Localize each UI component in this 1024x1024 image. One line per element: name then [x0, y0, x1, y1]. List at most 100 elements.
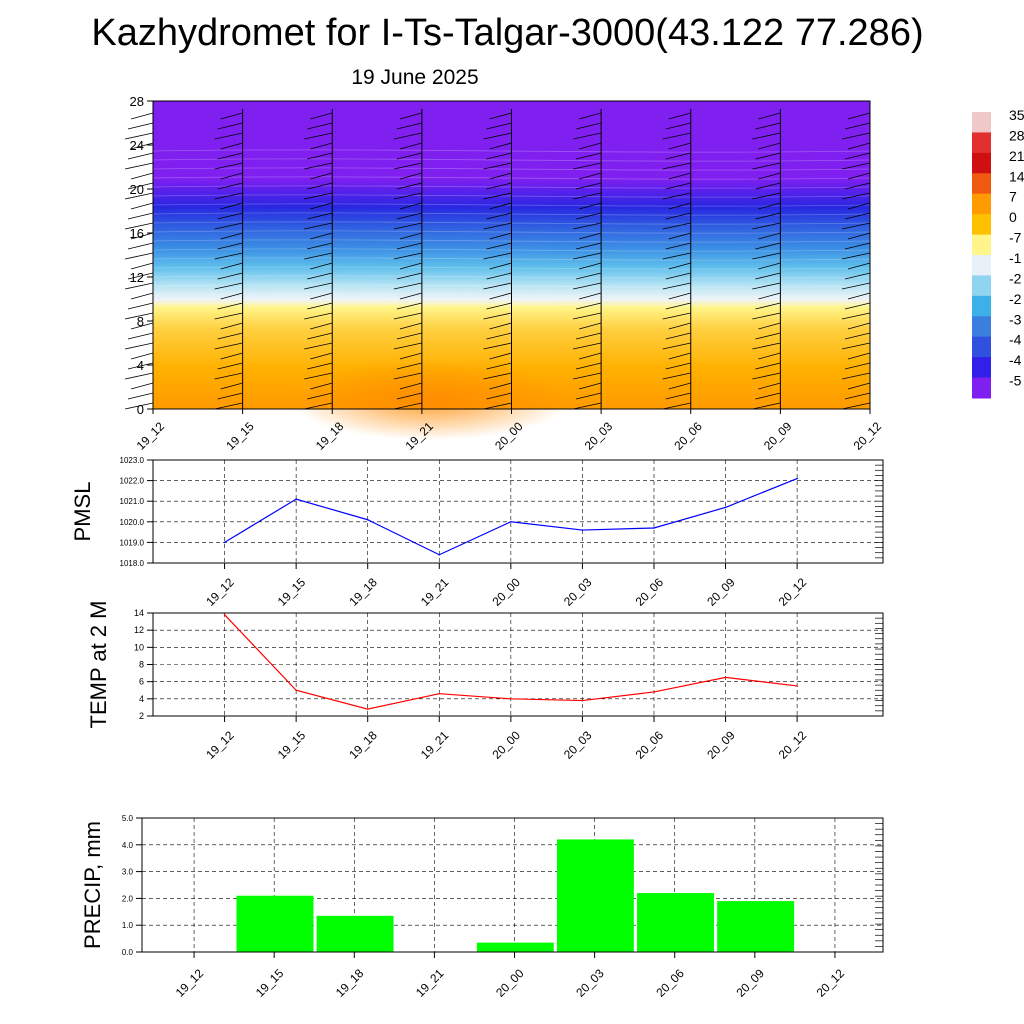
wind-barb [668, 292, 691, 300]
wind-barb [130, 382, 154, 390]
wind-barb [486, 182, 512, 190]
wind-barb [130, 112, 154, 120]
wind-barb [393, 252, 422, 260]
wind-barb [307, 272, 333, 280]
wind-barb [310, 232, 333, 240]
wind-barb [573, 372, 602, 380]
wind-barb [393, 312, 422, 320]
panel-frame [141, 817, 884, 953]
x-tick-label: 19_12 [173, 966, 207, 1000]
wind-barb [483, 132, 512, 140]
wind-barb [489, 112, 512, 120]
colorbar-swatch [972, 234, 991, 256]
wind-barb [217, 362, 243, 370]
colorbar-label: -2 [1009, 291, 1022, 307]
wind-barb [483, 312, 512, 320]
wind-barb [841, 402, 871, 410]
wind-barb [665, 212, 691, 220]
wind-barb [127, 332, 154, 340]
wind-barb [307, 212, 333, 220]
wind-barb [752, 192, 781, 200]
wind-barb [758, 262, 781, 270]
colorbar: 35 28 21 14 7 0 -7 -1 -2 -2 -3 -4 -4 -5 [972, 107, 1024, 399]
wind-barb [399, 382, 422, 390]
wind-barb [393, 162, 422, 170]
wind-barb [304, 192, 333, 200]
wind-barb [579, 112, 602, 120]
wind-barb [393, 402, 422, 410]
wind-barb [755, 392, 781, 400]
wind-barb [576, 302, 602, 310]
y-axis-label: TEMP at 2 M [86, 601, 111, 729]
y-axis-label: PRECIP, mm [80, 821, 105, 949]
x-tick-label: 20_09 [704, 575, 738, 609]
wind-barb [844, 122, 871, 130]
data-point [366, 518, 369, 521]
wind-barb [662, 282, 691, 290]
wind-barb [399, 292, 422, 300]
x-tick-label: 20_00 [489, 575, 523, 609]
x-tick-label: 20_09 [733, 966, 767, 1000]
wind-barb [576, 182, 602, 190]
data-point [295, 689, 297, 692]
y-tick-label: 12 [130, 270, 144, 285]
wind-barb [573, 222, 602, 230]
wind-barb [489, 262, 512, 270]
contour-line [152, 230, 871, 234]
colorbar-label: 21 [1009, 148, 1024, 164]
wind-barb [573, 252, 602, 260]
wind-barb [393, 372, 422, 380]
x-tick-label: 19_21 [413, 966, 447, 1000]
precip-bar [236, 895, 314, 952]
wind-barb [127, 182, 154, 190]
wind-barb [399, 232, 422, 240]
data-point [724, 506, 727, 509]
wind-barb [662, 222, 691, 230]
wind-barb [220, 382, 243, 390]
wind-barb [396, 182, 422, 190]
precip-bar [637, 893, 714, 952]
wind-barb [847, 112, 871, 120]
data-point [653, 527, 655, 529]
colorbar-swatch [972, 173, 991, 195]
wind-barb [752, 162, 781, 170]
wind-barb [220, 262, 243, 270]
wind-barb [752, 252, 781, 260]
wind-barb [127, 302, 154, 310]
wind-barb [310, 382, 333, 390]
x-tick-label: 19_12 [203, 728, 237, 762]
wind-barb [486, 362, 512, 370]
wind-barb [844, 362, 871, 370]
y-tick-label: 4 [137, 358, 144, 373]
wind-barb [124, 282, 154, 290]
wind-barb [127, 152, 154, 160]
data-point [724, 676, 727, 679]
wind-barb [217, 302, 243, 310]
wind-barb [217, 332, 243, 340]
y-tick-label: 2.0 [122, 894, 134, 903]
wind-barb [755, 152, 781, 160]
wind-barb [310, 352, 333, 360]
wind-barb [214, 282, 243, 290]
wind-barb [220, 232, 243, 240]
wind-barb [127, 212, 154, 220]
wind-barb [668, 142, 691, 150]
wind-barb [573, 402, 602, 410]
wind-barb [217, 242, 243, 250]
wind-barb [217, 392, 243, 400]
wind-barb [399, 142, 422, 150]
wind-barb [844, 212, 871, 220]
colorbar-label: -7 [1009, 230, 1022, 246]
wind-barb [396, 272, 422, 280]
colorbar-label: -5 [1009, 373, 1022, 389]
wind-barb [220, 352, 243, 360]
wind-barb [668, 262, 691, 270]
wind-barb [483, 282, 512, 290]
y-tick-label: 6 [139, 677, 144, 687]
wind-barb [755, 212, 781, 220]
wind-barb [127, 272, 154, 280]
wind-barb [668, 352, 691, 360]
wind-barb [307, 152, 333, 160]
x-tick-label: 20_00 [489, 728, 523, 762]
wind-barb [130, 352, 154, 360]
